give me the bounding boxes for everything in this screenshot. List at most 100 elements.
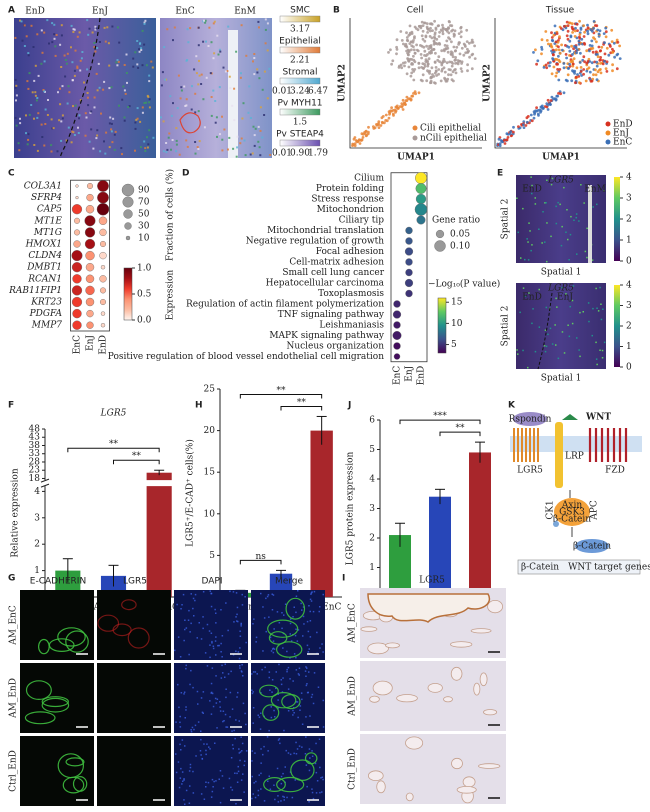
image-speck	[236, 772, 238, 775]
umap-point	[592, 20, 596, 23]
umap-point	[395, 52, 398, 56]
image-speck	[241, 750, 243, 752]
umap-point	[545, 39, 549, 42]
image-speck	[555, 205, 557, 208]
fluorescence-image	[174, 590, 248, 660]
umap-axes	[349, 18, 482, 149]
umap-point	[547, 42, 550, 46]
image-speck	[215, 622, 217, 624]
umap-point	[590, 61, 594, 65]
umap-point	[557, 48, 561, 52]
image-speck	[126, 81, 128, 84]
image-speck	[584, 250, 587, 253]
umap-point	[532, 116, 536, 120]
image-speck	[543, 345, 546, 347]
image-speck	[44, 123, 47, 125]
image-speck	[239, 647, 241, 649]
image-speck	[305, 716, 307, 718]
dot	[72, 320, 82, 330]
image-speck	[563, 352, 566, 354]
image-speck	[50, 144, 53, 147]
image-speck	[23, 45, 26, 47]
umap-point	[551, 58, 555, 61]
umap-point	[400, 66, 404, 70]
umap-point	[615, 67, 619, 71]
image-speck	[235, 50, 238, 53]
image-speck	[213, 52, 216, 55]
image-speck	[238, 748, 240, 750]
image-speck	[19, 117, 21, 120]
umap-point	[407, 34, 411, 37]
image-speck	[281, 612, 283, 614]
dot	[73, 240, 81, 248]
image-speck	[217, 53, 220, 56]
image-speck	[187, 619, 190, 621]
image-speck	[170, 148, 172, 151]
umap-point	[580, 37, 584, 41]
image-speck	[110, 128, 113, 131]
image-speck	[53, 33, 56, 36]
image-speck	[51, 41, 54, 44]
umap-point	[437, 41, 441, 45]
legend-dot	[412, 125, 418, 131]
umap-point	[465, 40, 469, 43]
image-speck	[72, 131, 75, 134]
image-speck	[221, 149, 224, 152]
row-label: Hepatocellular carcinoma	[266, 279, 385, 289]
image-speck	[202, 616, 204, 618]
image-speck	[238, 720, 240, 722]
image-speck	[273, 709, 275, 712]
image-speck	[164, 78, 167, 81]
image-speck	[534, 203, 537, 205]
image-speck	[72, 105, 74, 108]
image-speck	[315, 742, 317, 745]
image-speck	[87, 104, 90, 107]
image-speck	[263, 114, 266, 116]
colorbar-label: 1.0	[137, 264, 152, 274]
image-speck	[207, 781, 210, 784]
image-speck	[148, 74, 151, 77]
image-speck	[184, 628, 186, 631]
colorbar	[614, 177, 620, 261]
umap-point	[412, 48, 416, 52]
umap-point	[595, 60, 599, 64]
image-speck	[253, 618, 255, 620]
image-speck	[183, 693, 185, 695]
umap-point	[552, 34, 556, 37]
image-speck	[259, 106, 262, 109]
image-speck	[276, 611, 279, 613]
gland	[473, 682, 481, 696]
dot	[75, 184, 79, 188]
image-speck	[284, 603, 287, 605]
umap-axes	[494, 18, 627, 149]
umap-point	[557, 92, 560, 95]
gland-outline	[263, 776, 286, 792]
image-speck	[91, 31, 94, 34]
sample-label: AM_EnD	[348, 676, 358, 717]
image-speck	[300, 602, 302, 605]
row-label: HMOX1	[25, 240, 62, 250]
umap-point	[592, 27, 595, 30]
umap-point	[443, 44, 447, 47]
row-label: Nucleus organization	[286, 342, 384, 352]
image-speck	[200, 697, 203, 699]
row-label: MT1E	[33, 216, 62, 226]
umap-point	[552, 65, 556, 69]
image-speck	[193, 615, 195, 617]
image-speck	[58, 119, 61, 122]
image-speck	[275, 687, 277, 690]
image-speck	[308, 671, 310, 673]
image-speck	[254, 752, 256, 754]
gland	[443, 696, 453, 703]
panel-label: J	[347, 401, 351, 411]
image-speck	[306, 644, 309, 647]
image-speck	[57, 91, 59, 94]
fluorescence-image	[251, 590, 325, 660]
image-speck	[516, 197, 518, 199]
image-speck	[194, 152, 197, 155]
channel-label: E-CADHERIN	[30, 577, 86, 587]
umap-point	[579, 26, 583, 30]
image-speck	[138, 42, 141, 45]
image-speck	[240, 625, 242, 627]
image-speck	[252, 671, 255, 673]
